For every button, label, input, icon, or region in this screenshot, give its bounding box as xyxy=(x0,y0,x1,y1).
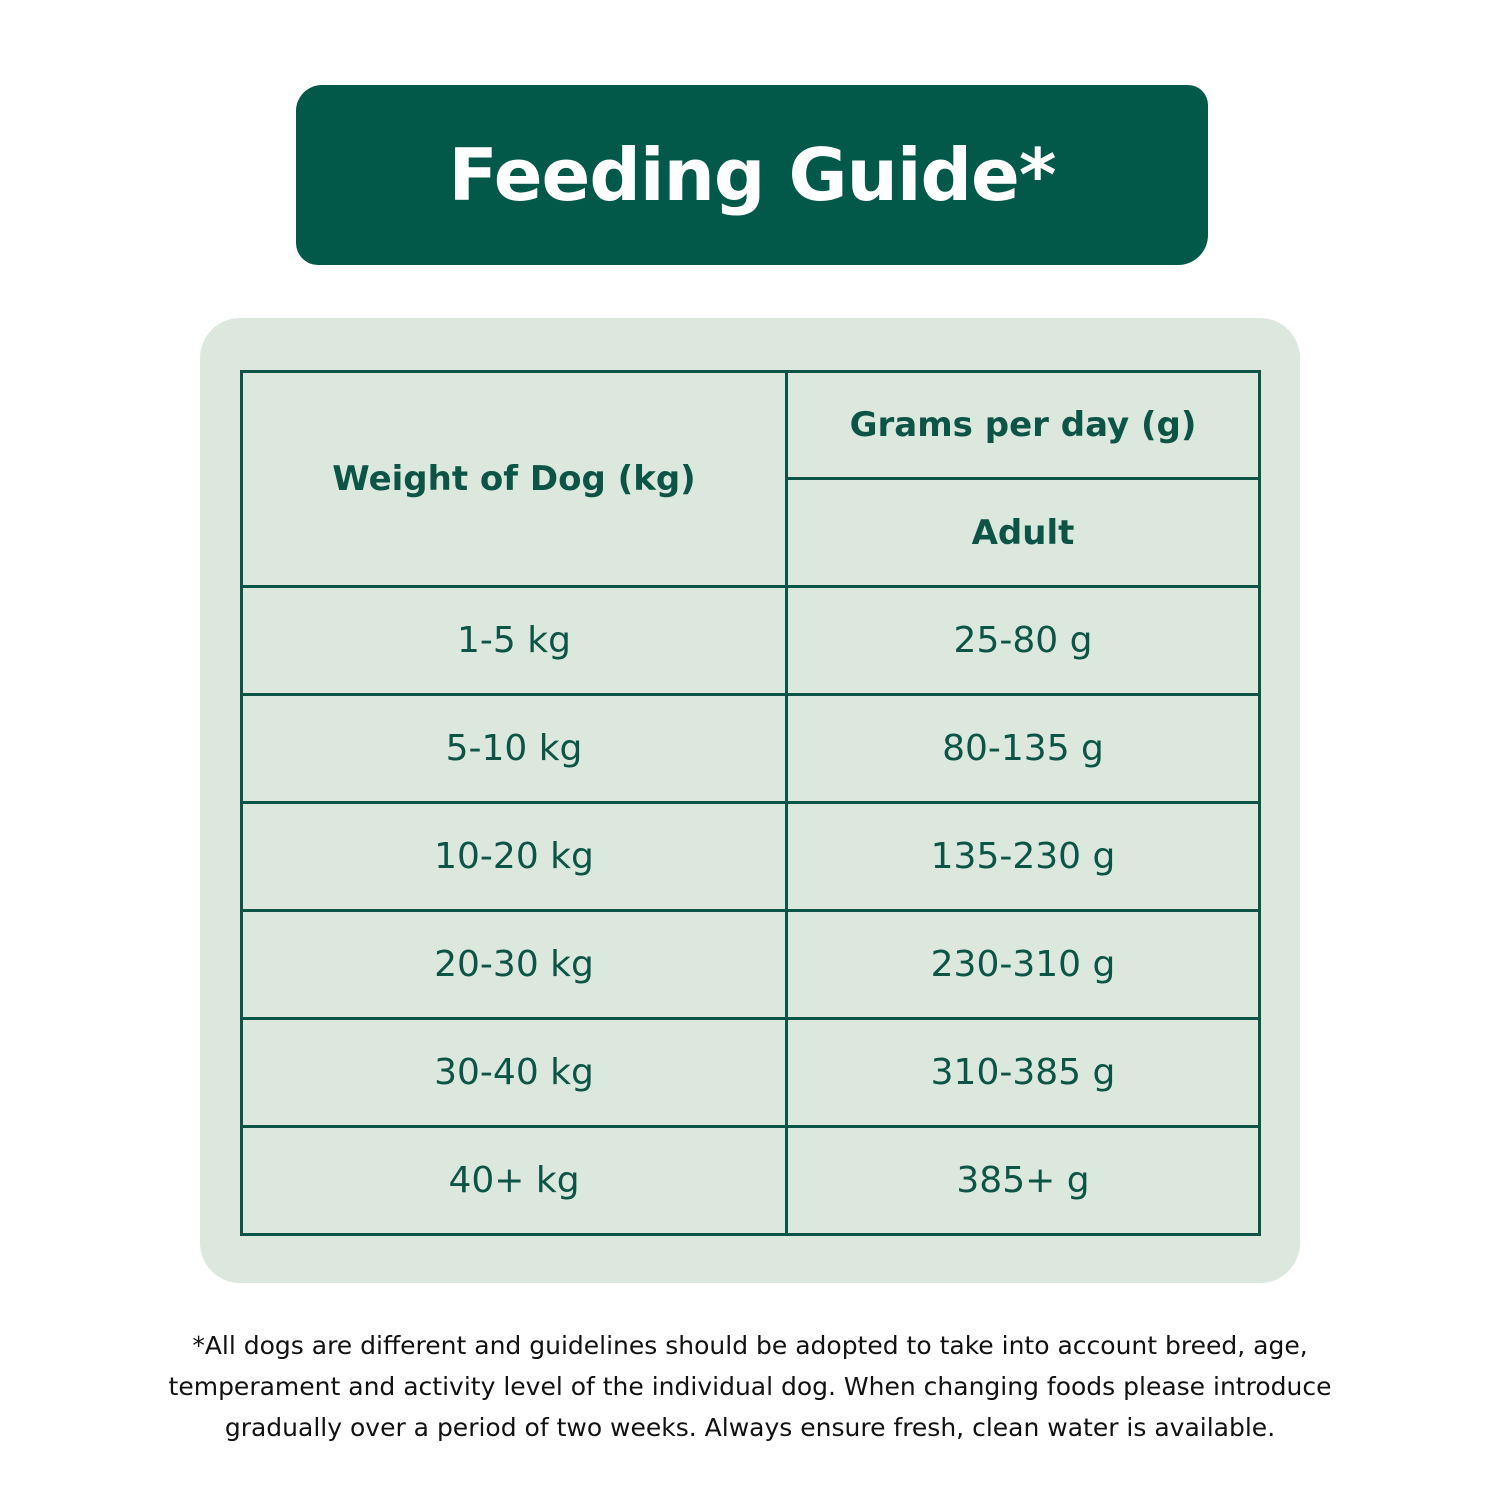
title-banner: Feeding Guide* xyxy=(296,85,1208,265)
footnote: *All dogs are different and guidelines s… xyxy=(60,1325,1440,1448)
grams-cell: 25-80 g xyxy=(785,585,1261,696)
table-row: 30-40 kg 310-385 g xyxy=(240,1017,1261,1128)
header-grams: Grams per day (g) xyxy=(785,370,1261,480)
grams-cell: 230-310 g xyxy=(785,909,1261,1020)
footnote-line: gradually over a period of two weeks. Al… xyxy=(224,1413,1276,1442)
footnote-line: *All dogs are different and guidelines s… xyxy=(192,1331,1308,1360)
weight-cell: 5-10 kg xyxy=(240,693,788,804)
header-weight: Weight of Dog (kg) xyxy=(240,370,788,588)
grams-cell: 80-135 g xyxy=(785,693,1261,804)
grams-cell: 135-230 g xyxy=(785,801,1261,912)
table-row: 1-5 kg 25-80 g xyxy=(240,585,1261,696)
table-row: 40+ kg 385+ g xyxy=(240,1125,1261,1236)
weight-cell: 10-20 kg xyxy=(240,801,788,912)
grams-cell: 310-385 g xyxy=(785,1017,1261,1128)
footnote-line: temperament and activity level of the in… xyxy=(168,1372,1332,1401)
table-row: 20-30 kg 230-310 g xyxy=(240,909,1261,1020)
weight-cell: 1-5 kg xyxy=(240,585,788,696)
grams-cell: 385+ g xyxy=(785,1125,1261,1236)
weight-cell: 20-30 kg xyxy=(240,909,788,1020)
weight-cell: 40+ kg xyxy=(240,1125,788,1236)
feeding-table: Weight of Dog (kg) Grams per day (g) Adu… xyxy=(240,370,1261,1236)
table-row: 5-10 kg 80-135 g xyxy=(240,693,1261,804)
header-adult: Adult xyxy=(785,477,1261,588)
page-title: Feeding Guide* xyxy=(448,133,1056,217)
table-row: 10-20 kg 135-230 g xyxy=(240,801,1261,912)
weight-cell: 30-40 kg xyxy=(240,1017,788,1128)
